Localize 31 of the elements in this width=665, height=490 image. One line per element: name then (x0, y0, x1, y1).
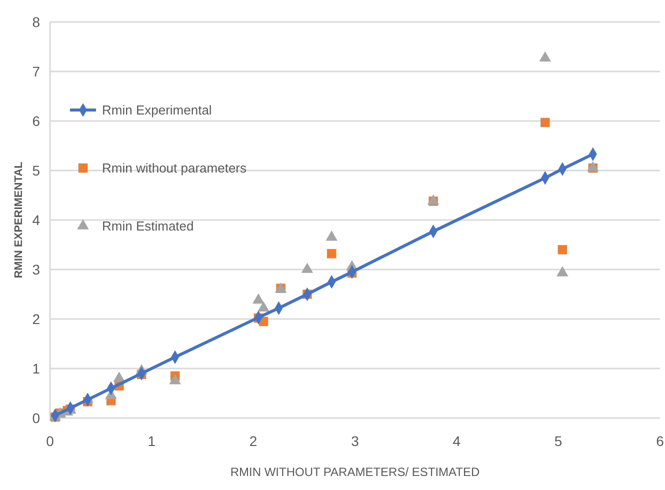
y-axis-title: RMIN EXPERIMENTAL (13, 161, 25, 278)
x-tick-label: 6 (656, 433, 664, 449)
point (539, 51, 552, 62)
legend-label: Rmin Experimental (102, 102, 212, 118)
point (556, 266, 568, 276)
y-tick-label: 1 (32, 360, 40, 376)
point (301, 262, 314, 273)
x-tick-label: 0 (46, 433, 54, 449)
x-tick-label: 2 (249, 433, 258, 449)
y-tick-label: 2 (32, 310, 40, 327)
y-tick-label: 5 (32, 162, 40, 178)
legend-label: Rmin Estimated (102, 218, 194, 234)
point (258, 301, 270, 312)
point (558, 245, 568, 254)
y-tick-label: 7 (32, 63, 40, 80)
y-tick-label: 0 (32, 410, 40, 426)
x-tick-label: 3 (351, 433, 360, 449)
y-tick-label: 3 (32, 261, 40, 278)
point (540, 118, 550, 128)
point (326, 230, 338, 241)
x-tick-label: 4 (452, 433, 461, 449)
point (427, 194, 440, 205)
x-axis-title: RMIN WITHOUT PARAMETERS/ ESTIMATED (230, 465, 480, 479)
y-tick-label: 4 (32, 212, 40, 228)
y-tick-label: 6 (32, 112, 40, 129)
point (327, 249, 336, 258)
point (252, 293, 264, 304)
x-tick-label: 5 (554, 433, 562, 449)
legend-label: Rmin without parameters (102, 160, 247, 176)
y-tick-label: 8 (32, 14, 40, 30)
x-tick-label: 1 (148, 433, 156, 449)
